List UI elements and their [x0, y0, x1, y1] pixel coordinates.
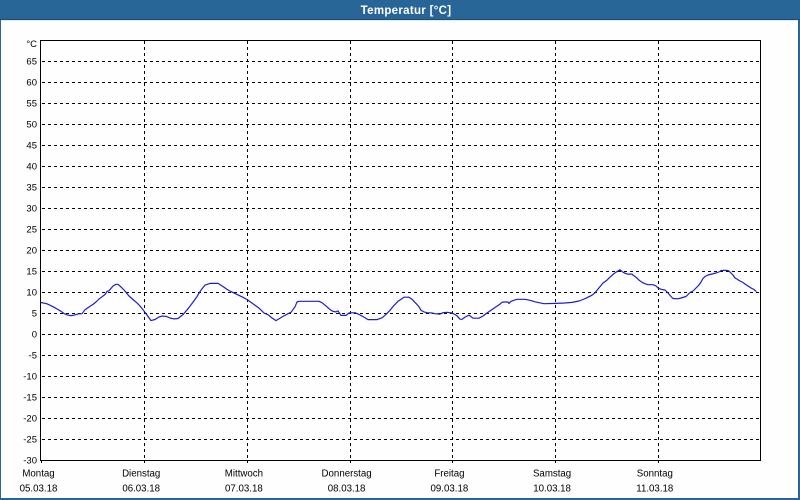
svg-text:35: 35: [26, 183, 37, 194]
svg-text:Mittwoch: Mittwoch: [225, 469, 263, 480]
svg-text:°C: °C: [26, 39, 37, 50]
svg-text:Samstag: Samstag: [533, 469, 571, 480]
svg-text:-25: -25: [23, 435, 37, 446]
svg-text:Temperatur [°C]: Temperatur [°C]: [361, 5, 452, 17]
svg-text:10.03.18: 10.03.18: [533, 484, 571, 495]
svg-text:50: 50: [26, 120, 37, 131]
svg-text:05.03.18: 05.03.18: [20, 484, 58, 495]
svg-text:Montag: Montag: [22, 469, 54, 480]
svg-text:15: 15: [26, 267, 37, 278]
svg-text:25: 25: [26, 225, 37, 236]
svg-text:Sonntag: Sonntag: [637, 469, 673, 480]
svg-text:55: 55: [26, 99, 37, 110]
svg-text:06.03.18: 06.03.18: [122, 484, 160, 495]
svg-text:-5: -5: [29, 351, 37, 362]
svg-text:-10: -10: [23, 372, 37, 383]
svg-text:11.03.18: 11.03.18: [636, 484, 673, 495]
svg-text:-30: -30: [23, 456, 37, 467]
svg-text:-15: -15: [23, 393, 37, 404]
svg-text:Dienstag: Dienstag: [122, 469, 160, 480]
svg-text:10: 10: [26, 288, 37, 299]
svg-text:08.03.18: 08.03.18: [328, 484, 366, 495]
svg-text:5: 5: [32, 309, 37, 320]
svg-text:40: 40: [26, 162, 37, 173]
svg-text:Freitag: Freitag: [434, 469, 464, 480]
svg-text:0: 0: [32, 330, 37, 341]
svg-text:45: 45: [26, 141, 37, 152]
svg-text:-20: -20: [23, 414, 37, 425]
svg-text:20: 20: [26, 246, 37, 257]
svg-text:60: 60: [26, 78, 37, 89]
svg-text:65: 65: [26, 57, 37, 68]
svg-text:07.03.18: 07.03.18: [225, 484, 263, 495]
svg-text:Donnerstag: Donnerstag: [322, 469, 372, 480]
svg-text:09.03.18: 09.03.18: [431, 484, 469, 495]
svg-text:30: 30: [26, 204, 37, 215]
